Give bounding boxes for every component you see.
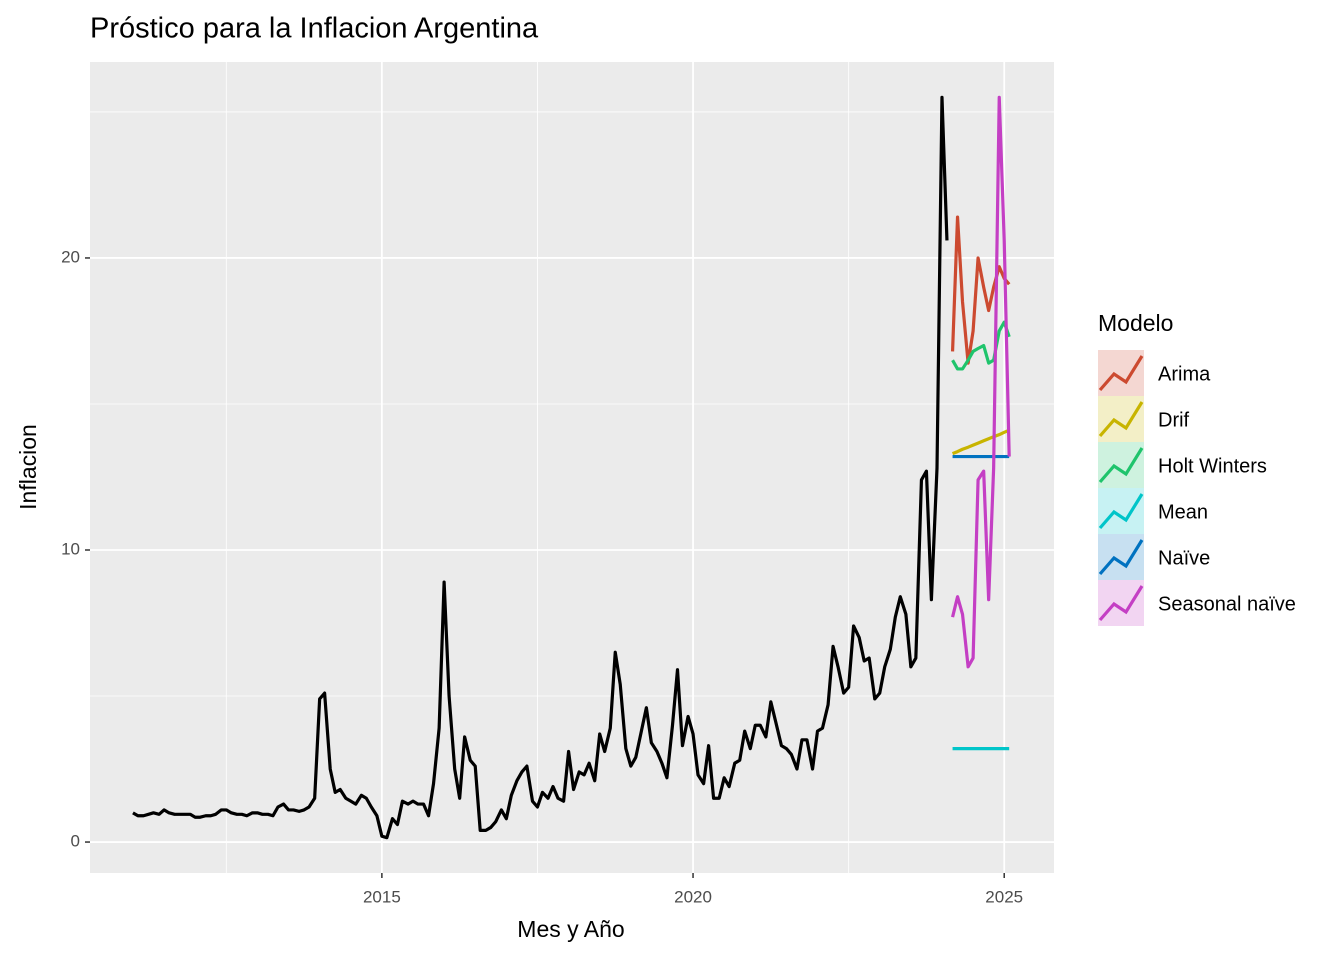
legend-label: Naïve xyxy=(1158,547,1210,569)
legend-label: Drif xyxy=(1158,409,1190,431)
series-line xyxy=(951,95,1011,669)
legend-swatch xyxy=(1098,585,1144,622)
legend-label: Mean xyxy=(1158,501,1208,523)
plot-panel xyxy=(90,62,1054,873)
series-line xyxy=(951,428,1010,456)
y-tick-label: 0 xyxy=(71,832,80,851)
legend-key xyxy=(1098,442,1144,488)
series-line xyxy=(951,320,1011,371)
chart-title: Próstico para la Inflacion Argentina xyxy=(90,13,539,45)
legend-swatch xyxy=(1098,493,1144,530)
series-line xyxy=(950,215,1011,365)
legend-title: Modelo xyxy=(1098,310,1173,336)
x-tick-label: 2025 xyxy=(985,887,1023,906)
legend-key xyxy=(1098,488,1144,534)
series-line xyxy=(132,95,949,840)
legend-swatch xyxy=(1098,355,1144,392)
y-tick-label: 10 xyxy=(61,539,80,558)
y-axis-label: Inflacion xyxy=(15,424,41,510)
legend-label: Arima xyxy=(1158,363,1211,385)
legend-key xyxy=(1098,534,1144,580)
legend-key xyxy=(1098,350,1144,396)
x-axis-label: Mes y Año xyxy=(517,916,624,942)
legend-label: Seasonal naïve xyxy=(1158,593,1296,615)
legend-label: Holt Winters xyxy=(1158,455,1267,477)
legend-swatch xyxy=(1098,539,1144,576)
legend-swatch xyxy=(1098,401,1144,438)
x-tick-label: 2015 xyxy=(363,887,401,906)
legend-key xyxy=(1098,580,1144,626)
y-tick-label: 20 xyxy=(61,247,80,266)
x-tick-label: 2020 xyxy=(674,887,712,906)
legend-swatch xyxy=(1098,447,1144,484)
legend-key xyxy=(1098,396,1144,442)
